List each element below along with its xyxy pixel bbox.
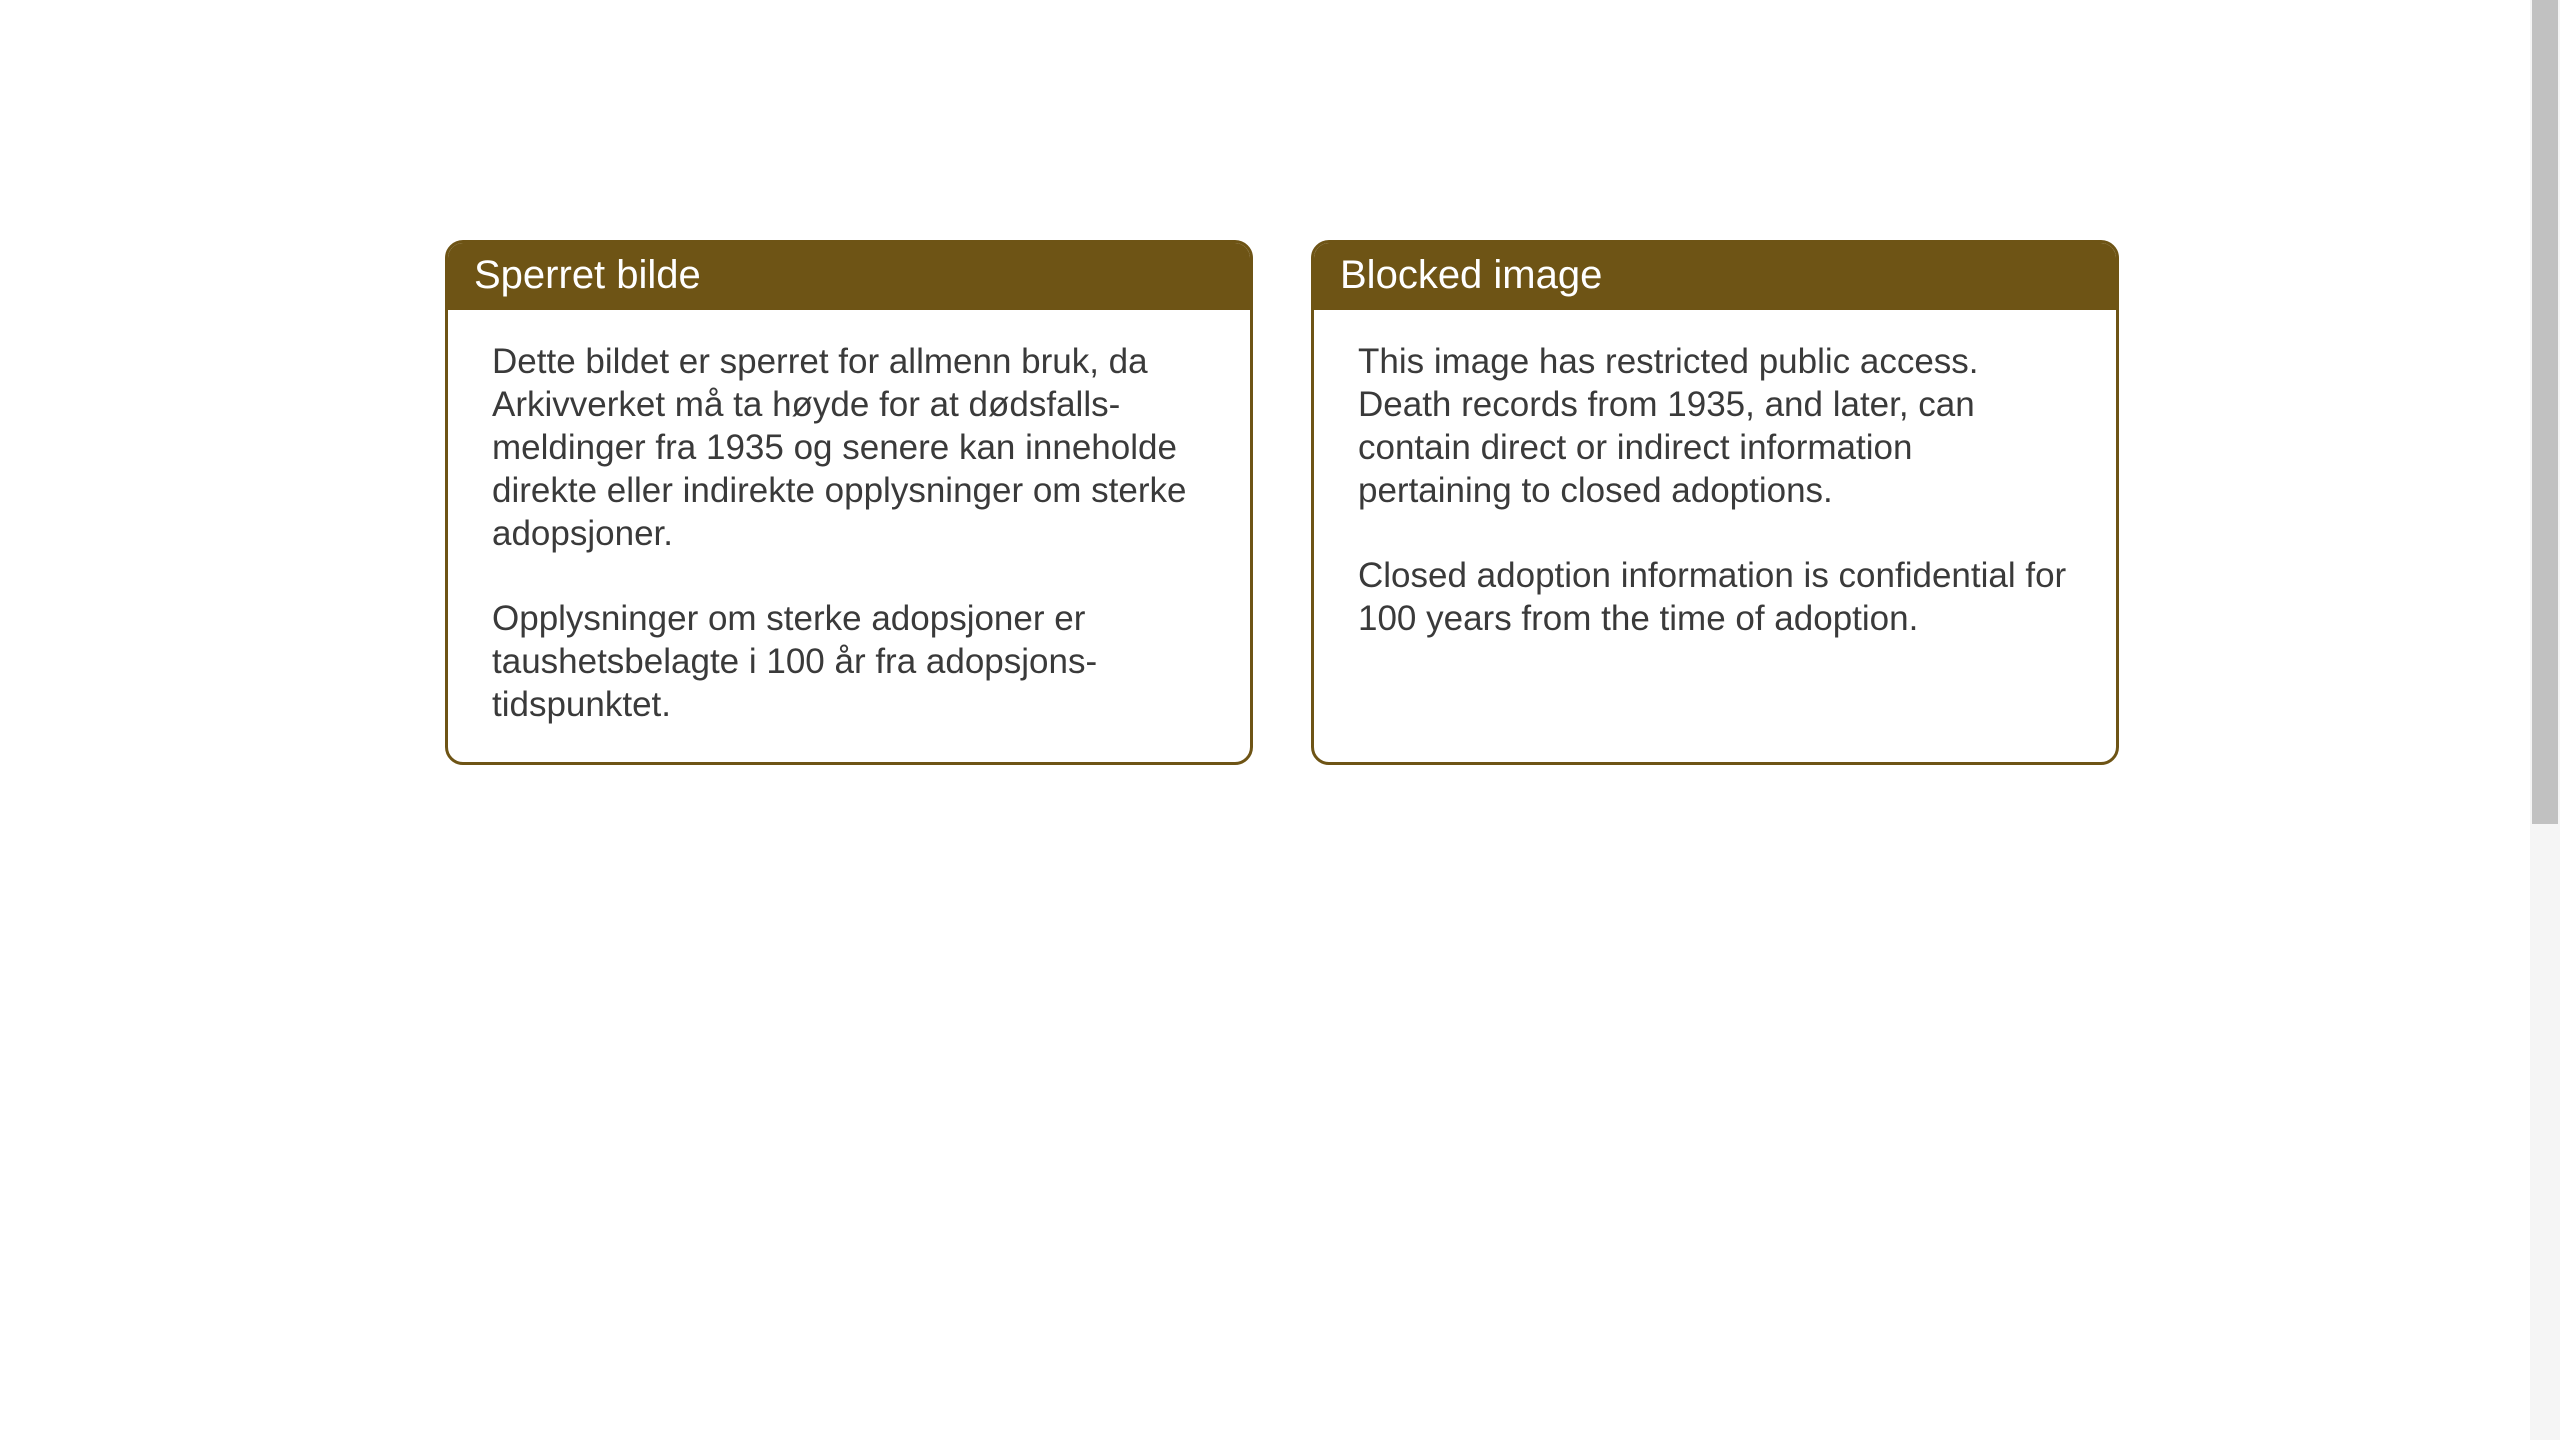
paragraph-text: Dette bildet er sperret for allmenn bruk… (492, 340, 1206, 555)
card-header-norwegian: Sperret bilde (448, 243, 1250, 310)
notice-card-norwegian: Sperret bilde Dette bildet er sperret fo… (445, 240, 1253, 765)
paragraph-text: This image has restricted public access.… (1358, 340, 2072, 512)
notice-card-english: Blocked image This image has restricted … (1311, 240, 2119, 765)
scrollbar-thumb[interactable] (2532, 0, 2558, 824)
paragraph-text: Opplysninger om sterke adopsjoner er tau… (492, 597, 1206, 726)
notice-container: Sperret bilde Dette bildet er sperret fo… (445, 240, 2119, 765)
card-header-english: Blocked image (1314, 243, 2116, 310)
paragraph-text: Closed adoption information is confident… (1358, 554, 2072, 640)
card-body-norwegian: Dette bildet er sperret for allmenn bruk… (448, 310, 1250, 762)
card-body-english: This image has restricted public access.… (1314, 310, 2116, 752)
scrollbar-track[interactable] (2530, 0, 2560, 1440)
